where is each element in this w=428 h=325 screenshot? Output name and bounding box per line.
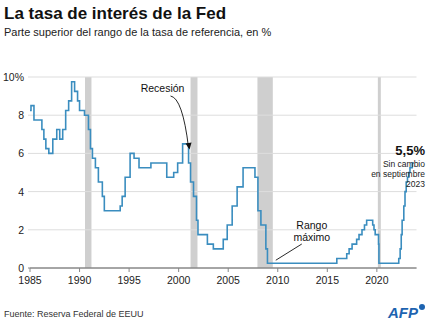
x-tick-label: 1985: [18, 274, 42, 286]
source: Fuente: Reserva Federal de EEUU: [4, 309, 144, 319]
annotation: 5,5%: [395, 143, 425, 158]
y-tick-label: 4: [18, 186, 24, 198]
grid-line: [28, 229, 417, 230]
annotation: 2023: [406, 179, 425, 189]
x-tick-label: 2010: [266, 274, 290, 286]
logo-dot: [419, 304, 425, 310]
recession-band: [191, 77, 198, 268]
x-tick-label: 1990: [68, 274, 92, 286]
x-tick-label: 2005: [217, 274, 241, 286]
x-tick: [277, 268, 278, 272]
annotation: Recesión: [141, 82, 185, 94]
x-tick-label: 1995: [117, 274, 141, 286]
x-tick: [178, 268, 179, 272]
x-tick: [376, 268, 377, 272]
x-tick-label: 2020: [365, 274, 389, 286]
x-tick: [79, 268, 80, 272]
annotation-line: [276, 244, 302, 260]
subtitle: Parte superior del rango de la tasa de r…: [4, 26, 271, 38]
grid-line: [28, 268, 417, 269]
grid-line: [28, 153, 417, 154]
x-tick-label: 2000: [167, 274, 191, 286]
plot-area: [30, 82, 414, 263]
title: La tasa de interés de la Fed: [4, 4, 226, 23]
chart-root: La tasa de interés de la Fed Parte superi…: [0, 0, 428, 325]
annotation: en septiembre: [371, 169, 425, 179]
grid-line: [28, 191, 417, 192]
x-tick: [228, 268, 229, 272]
y-tick-label: 6: [18, 147, 24, 159]
logo: AFP: [387, 304, 419, 321]
chart: La tasa de interés de la Fed Parte superi…: [0, 0, 428, 325]
annotation: Rango: [296, 219, 327, 231]
x-tick: [30, 268, 31, 272]
grid-line: [28, 77, 417, 78]
y-tick-label: 2: [18, 224, 24, 236]
x-tick: [129, 268, 130, 272]
x-tick: [327, 268, 328, 272]
annotation: Sin cambio: [383, 159, 425, 169]
y-tick-label: 8: [18, 109, 24, 121]
annotation-arrow: [171, 96, 189, 148]
x-tick-label: 2015: [316, 274, 340, 286]
y-tick-label: 10%: [3, 71, 24, 83]
recession-band: [85, 77, 91, 268]
x-axis: [30, 268, 417, 269]
rate-line: [30, 82, 414, 263]
annotation-arrowhead: [186, 143, 192, 150]
y-tick-label: 0: [18, 262, 24, 274]
annotation: máximo: [293, 231, 330, 243]
